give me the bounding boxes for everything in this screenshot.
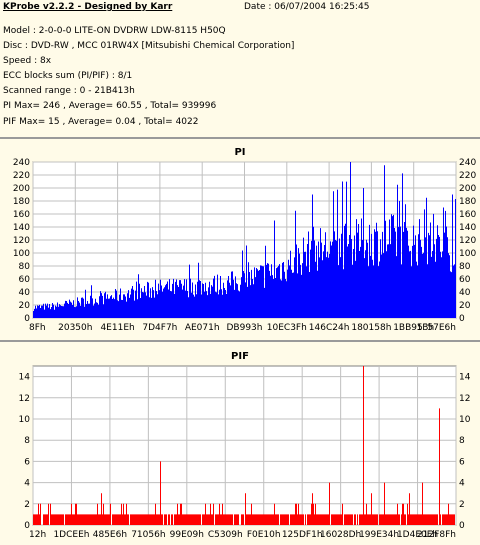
pi-summary: PI Max= 246 , Average= 60.55 , Total= 93… [3,101,217,111]
pi-chart: PI 0 0 20 20 40 40 60 60 80 80 100 100 120 120 140 140 16… [13,147,477,333]
drive-model: Model : 2-0-0-0 LITE-ON DVDRW LDW-8115 H… [3,26,226,36]
x-tick-label: 212F8Fh [417,530,456,540]
y-tick-label-right: 0 [459,521,465,531]
chart-title: PI [234,147,245,158]
scan-date: Date : 06/07/2004 16:25:45 [244,2,370,12]
y-tick-label-right: 80 [459,262,471,272]
x-tick-label: 1D4E0Eh [397,530,438,540]
x-tick-label: 99E09h [170,530,204,540]
x-tick-label: 125DF1h [282,530,323,540]
x-tick-label: 1BB953h [393,323,434,333]
pif-chart-panel: PIF 0 0 2 2 4 4 6 6 8 8 10 10 12 12 14 14 12h 1DCEEh 485E6h… [0,342,480,542]
y-tick-label-left: 180 [13,197,30,207]
y-tick-label-left: 80 [19,262,31,272]
divider [0,137,480,139]
y-tick-label-left: 220 [13,171,30,181]
y-tick-label-right: 20 [459,301,471,311]
pif-chart: PIF 0 0 2 2 4 4 6 6 8 8 10 10 12 12 14 14 12h 1DCEEh 485E6h… [19,351,471,540]
disc-info: Disc : DVD-RW , MCC 01RW4X [Mitsubishi C… [3,41,295,51]
plot-area [32,365,457,526]
y-tick-label-left: 100 [13,249,30,259]
y-tick-label-left: 12 [19,394,30,404]
x-tick-label: 146C24h [309,323,350,333]
y-tick-label-right: 14 [459,373,471,383]
y-tick-label-right: 10 [459,415,471,425]
x-tick-label: 7D4F7h [142,323,177,333]
app-title: KProbe v2.2.2 - Designed by Karr [3,2,173,12]
y-tick-label-right: 4 [459,479,465,489]
x-tick-label: 20350h [58,323,92,333]
y-tick-label-left: 8 [24,436,30,446]
x-tick-label: C5309h [208,530,243,540]
x-tick-label: 180158h [351,323,391,333]
y-tick-label-right: 2 [459,500,465,510]
y-tick-label-left: 6 [24,457,30,467]
y-tick-label-left: 160 [13,210,30,220]
data-bars [33,366,455,525]
y-tick-label-right: 40 [459,288,471,298]
x-tick-label: 485E6h [93,530,127,540]
y-tick-label-left: 140 [13,223,30,233]
y-tick-label-right: 220 [459,171,476,181]
y-tick-label-left: 10 [19,415,31,425]
x-tick-label: 199E34h [359,530,399,540]
x-tick-label: 16028Dh [320,530,361,540]
y-tick-label-left: 0 [24,521,30,531]
scan-speed: Speed : 8x [3,56,52,66]
x-tick-label: 71056h [131,530,165,540]
y-tick-label-right: 60 [459,275,471,285]
x-tick-label: 1DCEEh [53,530,89,540]
divider [0,340,480,342]
info-header: KProbe v2.2.2 - Designed by Karr Date : … [0,0,480,138]
ecc-blocks: ECC blocks sum (PI/PIF) : 8/1 [3,71,133,81]
y-tick-label-left: 0 [24,314,30,324]
pif-summary: PIF Max= 15 , Average= 0.04 , Total= 402… [3,117,199,127]
y-tick-label-right: 8 [459,436,465,446]
scanned-range: Scanned range : 0 - 21B413h [3,86,135,96]
y-tick-label-right: 12 [459,394,470,404]
y-tick-label-right: 240 [459,158,476,168]
y-tick-label-left: 60 [19,275,31,285]
x-tick-label: 1F57E6h [417,323,456,333]
y-tick-label-left: 20 [19,301,31,311]
pi-chart-panel: PI 0 0 20 20 40 40 60 60 80 80 100 100 120 120 140 140 16… [0,140,480,340]
y-tick-label-right: 180 [459,197,476,207]
y-tick-label-right: 200 [459,184,476,194]
y-tick-label-left: 14 [19,373,31,383]
y-tick-label-right: 120 [459,236,476,246]
y-tick-label-left: 2 [24,500,30,510]
y-tick-label-right: 100 [459,249,476,259]
y-tick-label-right: 0 [459,314,465,324]
chart-title: PIF [231,351,249,362]
y-tick-label-right: 6 [459,457,465,467]
y-tick-label-right: 140 [459,223,476,233]
x-tick-label: 10EC3Fh [267,323,307,333]
y-tick-label-left: 120 [13,236,30,246]
x-tick-label: 8Fh [29,323,46,333]
data-bars [33,162,456,318]
y-tick-label-left: 200 [13,184,30,194]
y-tick-label-left: 240 [13,158,30,168]
x-tick-label: DB993h [227,323,263,333]
y-tick-label-left: 4 [24,479,30,489]
x-tick-label: 12h [29,530,46,540]
x-tick-label: 4E11Eh [100,323,134,333]
x-tick-label: F0E10h [247,530,281,540]
y-tick-label-right: 160 [459,210,476,220]
x-tick-label: AE071h [185,323,220,333]
y-tick-label-left: 40 [19,288,31,298]
